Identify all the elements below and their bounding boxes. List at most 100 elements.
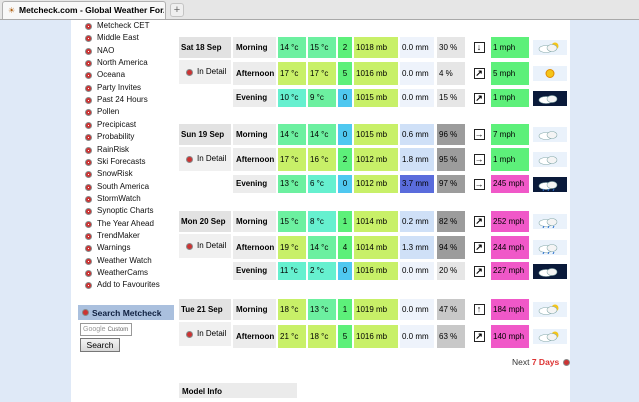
tab-title: Metcheck.com - Global Weather For... bbox=[19, 5, 164, 15]
feels-like-cell: 13 °c bbox=[308, 299, 336, 320]
rain-cell: 0.0 mm bbox=[400, 89, 434, 107]
bullet-icon bbox=[85, 183, 92, 191]
next-7-days-link[interactable]: Next 7 Days bbox=[512, 357, 571, 367]
in-detail-link[interactable]: In Detail bbox=[179, 147, 231, 171]
cloud-cover-cell: 95 % bbox=[437, 148, 465, 171]
site-favicon-icon: ☀ bbox=[8, 6, 16, 15]
cloudy-rain-icon bbox=[533, 214, 567, 229]
pressure-cell: 1014 mb bbox=[354, 236, 398, 259]
sidebar-item-label: The Year Ahead bbox=[97, 218, 154, 228]
cloud-cover-cell: 30 % bbox=[437, 37, 465, 58]
rain-cell: 0.0 mm bbox=[400, 325, 434, 348]
sidebar-item-label: TrendMaker bbox=[97, 230, 140, 240]
north-east-arrow-icon: ↗ bbox=[473, 68, 485, 79]
wind-force-cell: 0 bbox=[338, 262, 352, 280]
wind-speed-cell: 245 mph bbox=[491, 175, 529, 193]
pressure-cell: 1015 mb bbox=[354, 124, 398, 145]
feels-like-cell: 16 °c bbox=[308, 148, 336, 171]
period-label: Morning bbox=[233, 37, 276, 58]
bullet-icon bbox=[85, 47, 92, 55]
period-label: Evening bbox=[233, 262, 276, 280]
rain-cell: 0.0 mm bbox=[400, 62, 434, 85]
in-detail-link[interactable]: In Detail bbox=[179, 322, 231, 346]
wind-speed-cell: 252 mph bbox=[491, 211, 529, 232]
pressure-cell: 1014 mb bbox=[354, 211, 398, 232]
sidebar-item-label: Ski Forecasts bbox=[97, 156, 146, 166]
sunny-intervals-icon bbox=[533, 329, 567, 344]
sidebar-item-label: Metcheck CET bbox=[97, 21, 150, 30]
period-label: Afternoon bbox=[233, 148, 276, 171]
sidebar-item-label: Pollen bbox=[97, 107, 120, 117]
rain-cell: 0.0 mm bbox=[400, 262, 434, 280]
pressure-cell: 1015 mb bbox=[354, 89, 398, 107]
search-button[interactable]: Search bbox=[80, 338, 120, 352]
pressure-cell: 1018 mb bbox=[354, 37, 398, 58]
period-label: Morning bbox=[233, 124, 276, 145]
forecast-day-label: Mon 20 Sep bbox=[179, 211, 231, 232]
sunny-intervals-icon bbox=[533, 40, 567, 55]
temperature-cell: 11 °c bbox=[278, 262, 306, 280]
bullet-icon bbox=[85, 171, 92, 179]
temperature-cell: 17 °c bbox=[278, 148, 306, 171]
wind-force-cell: 5 bbox=[338, 62, 352, 85]
wind-force-cell: 0 bbox=[338, 89, 352, 107]
wind-direction-cell: ↗ bbox=[469, 236, 489, 259]
up-arrow-icon: ↑ bbox=[473, 304, 485, 315]
bullet-icon bbox=[85, 72, 92, 80]
page-background-right bbox=[570, 20, 639, 402]
cloudy-icon bbox=[533, 152, 567, 167]
temperature-cell: 17 °c bbox=[278, 62, 306, 85]
browser-tab[interactable]: ☀ Metcheck.com - Global Weather For... bbox=[2, 1, 166, 19]
cloud-cover-cell: 94 % bbox=[437, 236, 465, 259]
pressure-cell: 1012 mb bbox=[354, 175, 398, 193]
period-label: Afternoon bbox=[233, 62, 276, 85]
sun-icon bbox=[533, 66, 567, 81]
wind-direction-cell: → bbox=[469, 124, 489, 145]
in-detail-link[interactable]: In Detail bbox=[179, 60, 231, 84]
sidebar-item-label: Warnings bbox=[97, 243, 131, 253]
bullet-icon bbox=[85, 134, 92, 142]
sidebar-item-label: Synoptic Charts bbox=[97, 206, 154, 216]
wind-direction-cell: → bbox=[469, 175, 489, 193]
sidebar-item-label: South America bbox=[97, 181, 150, 191]
sidebar-item-label: Party Invites bbox=[97, 82, 142, 92]
feels-like-cell: 14 °c bbox=[308, 236, 336, 259]
feels-like-cell: 2 °c bbox=[308, 262, 336, 280]
pressure-cell: 1016 mb bbox=[354, 262, 398, 280]
cloud-cover-cell: 15 % bbox=[437, 89, 465, 107]
bullet-icon bbox=[186, 68, 193, 76]
temperature-cell: 14 °c bbox=[278, 124, 306, 145]
pressure-cell: 1016 mb bbox=[354, 325, 398, 348]
period-label: Afternoon bbox=[233, 236, 276, 259]
feels-like-cell: 14 °c bbox=[308, 124, 336, 145]
temperature-cell: 15 °c bbox=[278, 211, 306, 232]
sidebar-item-label: Oceana bbox=[97, 70, 126, 80]
next-days: 7 Days bbox=[531, 357, 560, 367]
wind-direction-cell: ↑ bbox=[469, 299, 489, 320]
in-detail-label: In Detail bbox=[197, 241, 227, 250]
new-tab-button[interactable]: + bbox=[170, 3, 184, 17]
in-detail-link[interactable]: In Detail bbox=[179, 234, 231, 258]
rain-cell: 0.2 mm bbox=[400, 211, 434, 232]
bullet-icon bbox=[85, 208, 92, 216]
wind-direction-cell: ↗ bbox=[469, 325, 489, 348]
bullet-icon bbox=[85, 195, 92, 203]
rain-cell: 1.3 mm bbox=[400, 236, 434, 259]
cloud-cover-cell: 63 % bbox=[437, 325, 465, 348]
night-cloud-icon bbox=[533, 90, 567, 106]
wind-force-cell: 5 bbox=[338, 325, 352, 348]
feels-like-cell: 9 °c bbox=[308, 89, 336, 107]
sidebar-item-label: North America bbox=[97, 58, 148, 68]
down-arrow-icon: ↓ bbox=[473, 42, 485, 53]
wind-speed-cell: 227 mph bbox=[491, 262, 529, 280]
bullet-icon bbox=[85, 270, 92, 277]
sunny-intervals-icon bbox=[533, 302, 567, 317]
model-info-header: Model Info bbox=[179, 383, 297, 398]
north-east-arrow-icon: ↗ bbox=[473, 242, 485, 253]
search-header: Search Metcheck bbox=[78, 305, 174, 320]
page-background-left bbox=[0, 20, 71, 402]
forecast-day-label: Tue 21 Sep bbox=[179, 299, 231, 320]
bullet-icon bbox=[85, 158, 92, 166]
search-input[interactable]: Google Custom bbox=[80, 323, 132, 336]
pressure-cell: 1012 mb bbox=[354, 148, 398, 171]
